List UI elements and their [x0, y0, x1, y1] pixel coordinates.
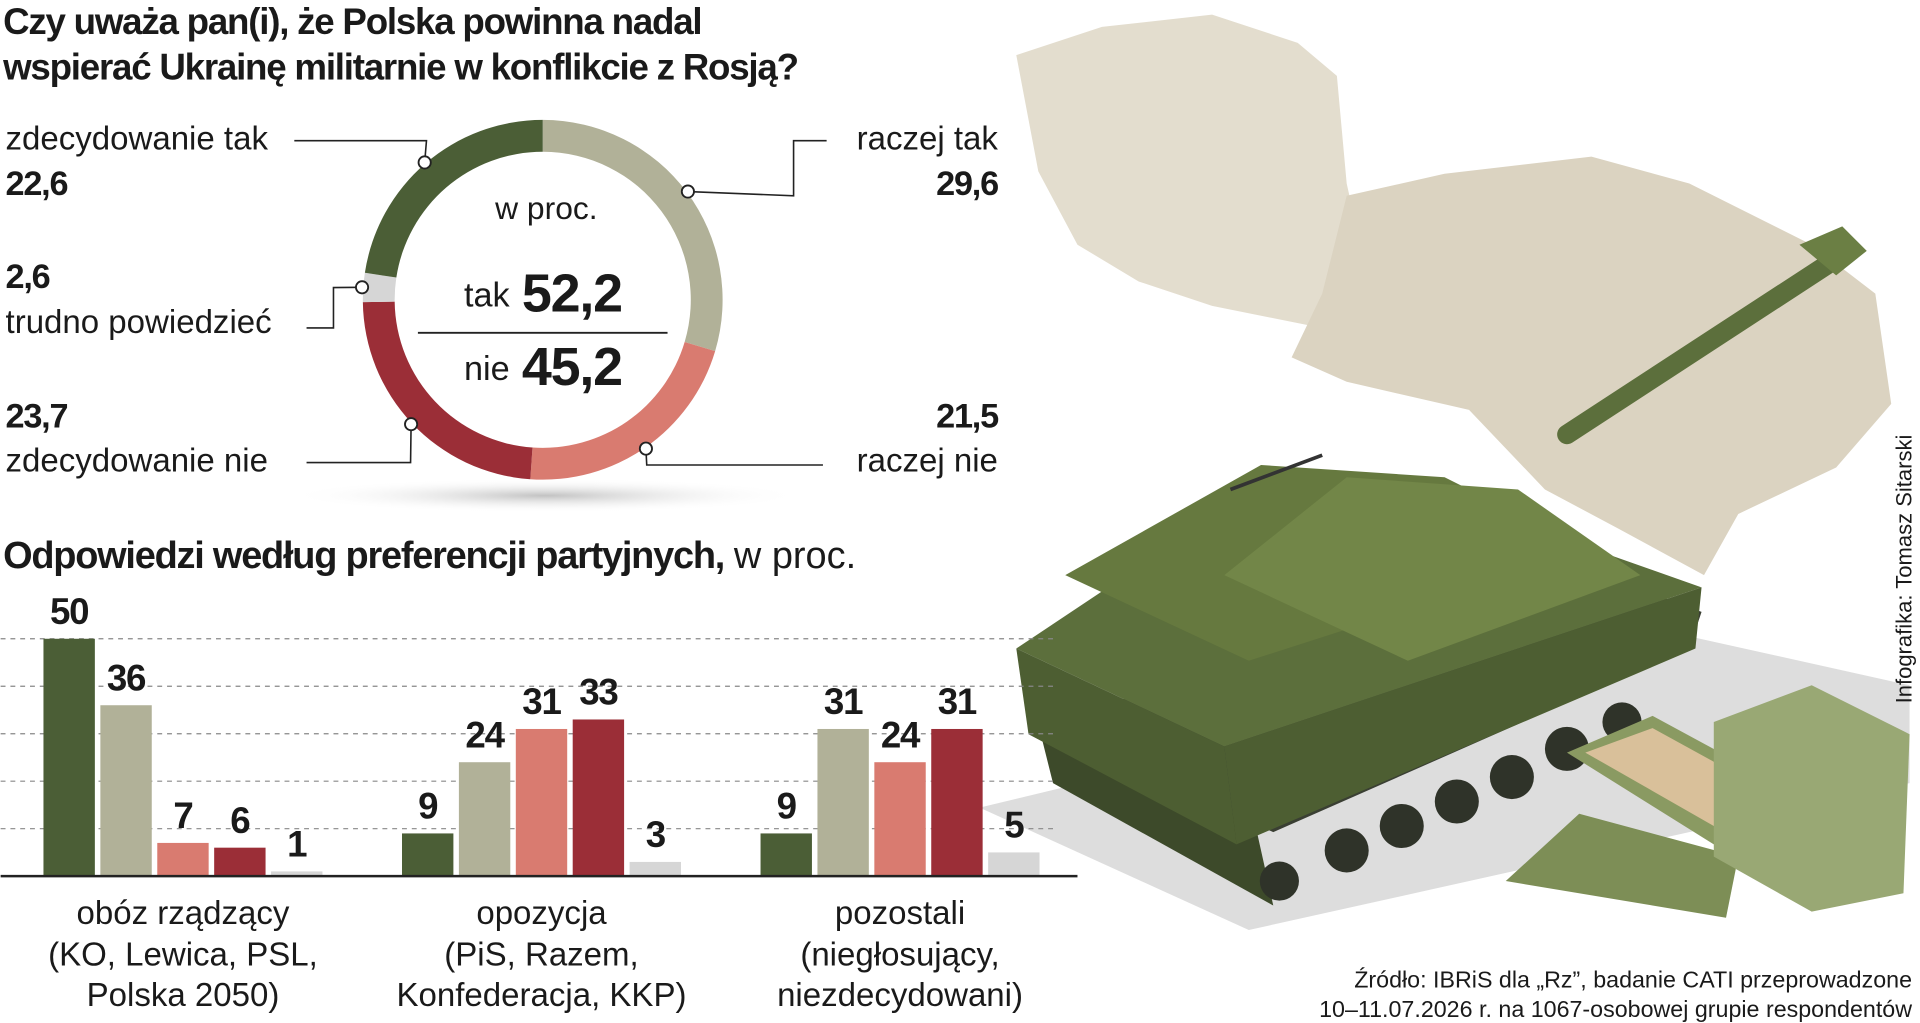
- donut-slice: [362, 272, 397, 303]
- bar-value: 6: [230, 800, 250, 841]
- bar-title: Odpowiedzi według preferencji partyjnych…: [3, 535, 856, 577]
- leader-dot: [404, 417, 419, 432]
- bar: [458, 762, 511, 877]
- leader-dot: [638, 441, 653, 456]
- center-label: w proc.: [494, 190, 598, 226]
- category-label: pozostali: [835, 894, 965, 931]
- total-value: 45,2: [522, 337, 622, 397]
- bar: [874, 762, 926, 877]
- bar: [515, 728, 568, 877]
- leader-dot: [355, 280, 370, 295]
- bar-value: 1: [287, 824, 307, 865]
- leader-line: [294, 139, 428, 163]
- bar-value: 50: [50, 591, 88, 632]
- leader-dot: [417, 155, 432, 170]
- category-note: Polska 2050): [87, 976, 280, 1013]
- category-note: (niegłosujący,: [800, 936, 999, 973]
- bar: [271, 871, 323, 877]
- bar: [572, 719, 625, 877]
- category-note: (PiS, Razem,: [444, 936, 638, 973]
- slice-label: trudno powiedzieć: [6, 303, 272, 340]
- totals: tak 52,2 nie 45,2: [464, 264, 623, 397]
- slice-label: raczej nie: [857, 441, 998, 478]
- bar: [214, 847, 266, 877]
- credit: Infografika: Tomasz Sitarski: [1892, 435, 1917, 704]
- bar-chart: 50 36 7 61 obóz rządzący (KO, Lewica, PSL,Pol…: [0, 591, 1078, 1013]
- donut-slice: [530, 342, 716, 480]
- donut-slice: [542, 119, 723, 352]
- total-label: nie: [464, 350, 510, 388]
- bar-value: 31: [824, 681, 863, 722]
- bar-title: Odpowiedzi według preferencji partyjnych…: [3, 535, 724, 577]
- source: 10–11.07.2026 r. na 1067-osobowej grupie…: [1319, 996, 1912, 1022]
- bar: [988, 852, 1040, 877]
- bar: [817, 728, 869, 877]
- category-note: niezdecydowani): [777, 976, 1023, 1013]
- category-note: Konfederacja, KKP): [397, 976, 687, 1013]
- bar: [760, 833, 812, 877]
- slice-value: 21,5: [936, 398, 999, 436]
- source: Źródło: IBRiS dla „Rz”, badanie CATI prz…: [1354, 967, 1912, 993]
- slice-label: zdecydowanie nie: [6, 441, 268, 478]
- leader-line: [306, 424, 412, 464]
- bar: [931, 728, 983, 877]
- bar-value: 9: [777, 786, 797, 827]
- bar-value: 31: [522, 681, 561, 722]
- bar-value: 9: [418, 786, 438, 827]
- bar: [100, 705, 152, 877]
- bar: [402, 833, 454, 877]
- bar-value: 7: [173, 795, 192, 836]
- bar: [629, 861, 681, 877]
- bar: [43, 638, 95, 877]
- howitzer-illustration: [979, 226, 1910, 930]
- bar-value: 5: [1004, 805, 1024, 846]
- slice-value: 22,6: [6, 165, 68, 203]
- donut-slice: [362, 301, 533, 480]
- bar-value: 3: [646, 814, 666, 855]
- bar-value: 24: [881, 714, 921, 755]
- total-value: 52,2: [522, 264, 622, 324]
- slice-value: 29,6: [936, 165, 998, 203]
- leader-line: [645, 448, 823, 466]
- title: Czy uważa pan(i), że Polska powinna nada…: [3, 1, 701, 42]
- leader-dot: [680, 184, 695, 199]
- bar-value: 36: [107, 657, 146, 698]
- bar: [157, 842, 209, 877]
- donut-chart: raczej tak 29,6 raczej nie 21,5 zdecydowanie…: [6, 119, 1000, 480]
- bar-subtitle: w proc.: [733, 535, 856, 577]
- category-note: (KO, Lewica, PSL,: [48, 936, 318, 973]
- category-label: opozycja: [476, 894, 607, 931]
- category-label: obóz rządzący: [77, 894, 290, 931]
- slice-value: 23,7: [6, 398, 68, 436]
- leader-line: [306, 286, 363, 329]
- donut-shadow: [288, 478, 803, 513]
- bar-value: 24: [465, 714, 505, 755]
- bar-value: 33: [579, 672, 618, 713]
- title: wspierać Ukrainę militarnie w konflikcie…: [2, 46, 798, 87]
- total-label: tak: [464, 276, 511, 314]
- map: [1016, 14, 1892, 576]
- slice-label: raczej tak: [857, 119, 999, 156]
- leader-line: [687, 139, 827, 197]
- slice-label: zdecydowanie tak: [6, 119, 269, 156]
- bar-value: 31: [938, 681, 977, 722]
- donut-slice: [364, 119, 543, 278]
- slice-value: 2,6: [6, 258, 50, 296]
